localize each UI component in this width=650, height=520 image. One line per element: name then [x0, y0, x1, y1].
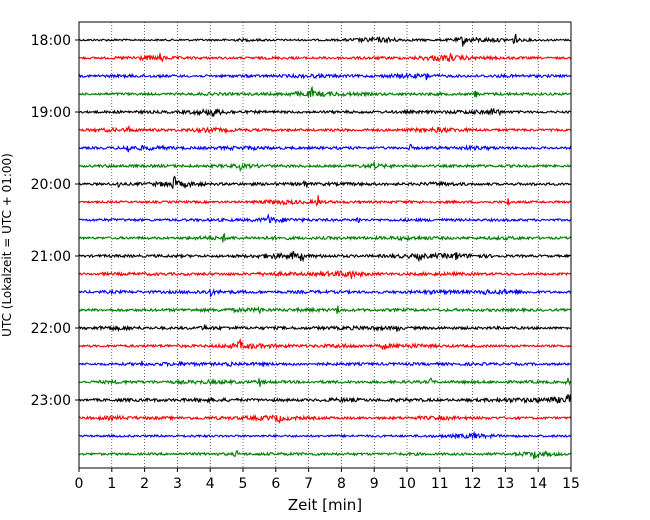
trace-line	[78, 161, 572, 173]
x-axis: 0 1 2 3 4 5 6 7 8 9 10 11 12 13 14 15	[75, 468, 580, 492]
trace-line	[78, 449, 572, 460]
trace-line	[78, 269, 572, 280]
x-tick-label: 9	[370, 476, 379, 492]
x-tick-label: 3	[173, 476, 182, 492]
x-tick-label: 0	[75, 476, 84, 492]
y-axis: 18:00 19:00 20:00 21:00 22:00 23:00	[31, 33, 79, 409]
trace-line	[78, 71, 572, 81]
y-tick-label: 19:00	[31, 105, 71, 121]
y-tick-label: 18:00	[31, 33, 71, 49]
y-tick-label: 22:00	[31, 321, 71, 337]
x-tick-label: 14	[529, 476, 547, 492]
x-tick-label: 8	[337, 476, 346, 492]
x-tick-label: 4	[206, 476, 215, 492]
y-axis-label: UTC (Lokalzeit = UTC + 01:00)	[0, 153, 14, 337]
x-tick-label: 6	[271, 476, 280, 492]
trace-line	[78, 33, 572, 47]
trace-line	[78, 360, 572, 368]
x-tick-label: 2	[140, 476, 149, 492]
x-tick-label: 13	[496, 476, 514, 492]
x-tick-label: 10	[398, 476, 416, 492]
x-tick-label: 11	[431, 476, 449, 492]
y-tick-label: 20:00	[31, 177, 71, 193]
x-tick-label: 12	[464, 476, 482, 492]
grid-lines	[111, 22, 539, 468]
trace-line	[78, 305, 572, 315]
trace-line	[78, 377, 572, 387]
trace-line	[78, 413, 572, 424]
trace-line	[78, 212, 572, 224]
trace-line	[78, 430, 572, 440]
x-tick-label: 15	[562, 476, 580, 492]
trace-line	[78, 232, 572, 243]
trace-line	[78, 52, 572, 63]
x-tick-label: 5	[239, 476, 248, 492]
y-tick-label: 21:00	[31, 249, 71, 265]
trace-line	[78, 175, 572, 190]
x-tick-label: 7	[304, 476, 313, 492]
x-tick-label: 1	[107, 476, 116, 492]
y-tick-label: 23:00	[31, 393, 71, 409]
plot-frame	[78, 21, 572, 469]
trace-line	[78, 288, 572, 298]
trace-line	[78, 394, 572, 404]
trace-line	[78, 143, 572, 153]
trace-line	[78, 250, 572, 263]
trace-line	[78, 337, 572, 350]
trace-line	[78, 85, 572, 98]
trace-group	[78, 33, 572, 460]
trace-line	[78, 195, 572, 207]
trace-line	[78, 124, 572, 135]
x-axis-label: Zeit [min]	[288, 496, 362, 514]
trace-line	[78, 107, 572, 118]
trace-line	[78, 324, 572, 333]
